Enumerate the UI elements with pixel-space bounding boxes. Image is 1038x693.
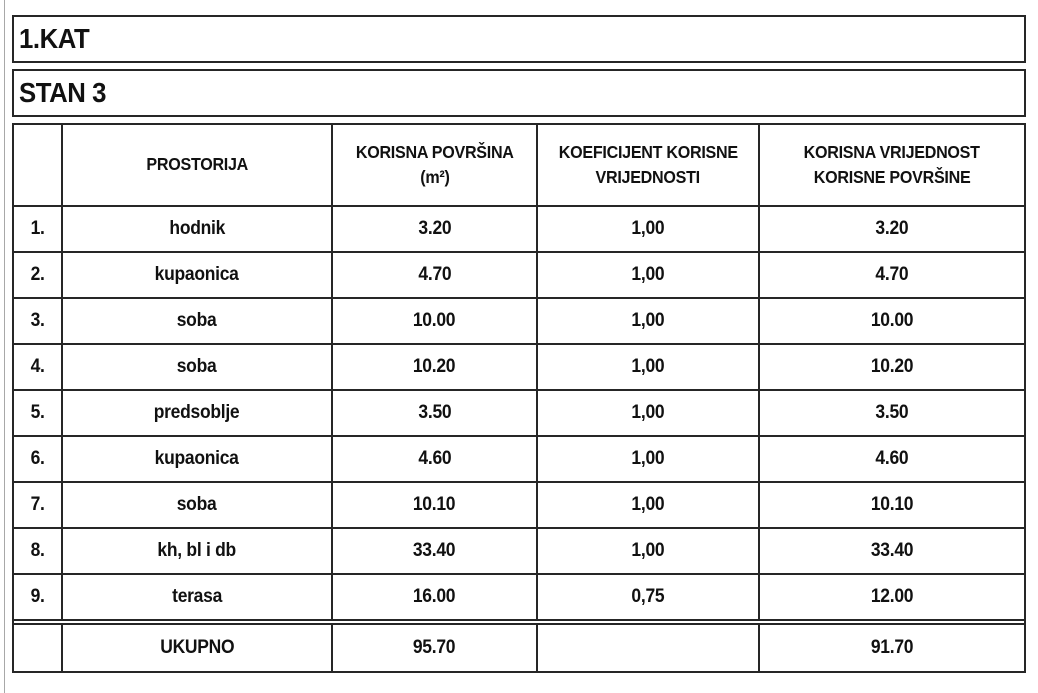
- coef-value: 1,00: [536, 391, 758, 435]
- total-index: [14, 625, 61, 671]
- room-name: kupaonica: [61, 253, 331, 297]
- total-coef-value: [536, 625, 758, 671]
- room-name: kupaonica: [61, 437, 331, 481]
- row-index: 5.: [30, 402, 45, 423]
- room-name: terasa: [61, 575, 331, 619]
- table-row: 2. kupaonica 4.70 1,00 4.70: [14, 251, 1024, 297]
- table-row: 4. soba 10.20 1,00 10.20: [14, 343, 1024, 389]
- row-index: 2.: [30, 264, 45, 285]
- coef-value: 1,00: [536, 437, 758, 481]
- table-row: 9. terasa 16.00 0,75 12.00: [14, 573, 1024, 619]
- header-coefficient: KOEFICIJENT KORISNE VRIJEDNOSTI: [536, 125, 758, 205]
- area-value: 10.20: [331, 345, 536, 389]
- row-index: 4.: [30, 356, 45, 377]
- header-area: KORISNA POVRŠINA (m²): [331, 125, 536, 205]
- useful-value: 10.20: [758, 345, 1024, 389]
- table-total-row: UKUPNO 95.70 91.70: [14, 619, 1024, 671]
- table-header-row: PROSTORIJA KORISNA POVRŠINA (m²) KOEFICI…: [14, 125, 1024, 205]
- area-value: 4.70: [331, 253, 536, 297]
- area-value: 3.50: [331, 391, 536, 435]
- table-row: 1. hodnik 3.20 1,00 3.20: [14, 205, 1024, 251]
- unit-title-band: STAN 3: [12, 69, 1026, 117]
- room-name: predsoblje: [61, 391, 331, 435]
- row-index: 3.: [30, 310, 45, 331]
- total-useful-value: 91.70: [758, 625, 1024, 671]
- unit-title: STAN 3: [19, 77, 106, 108]
- useful-value: 33.40: [758, 529, 1024, 573]
- total-label: UKUPNO: [61, 625, 331, 671]
- header-index: [14, 125, 61, 205]
- room-name: hodnik: [61, 207, 331, 251]
- area-value: 33.40: [331, 529, 536, 573]
- coef-value: 1,00: [536, 345, 758, 389]
- room-name: kh, bl i db: [61, 529, 331, 573]
- room-name: soba: [61, 483, 331, 527]
- row-index: 9.: [30, 586, 45, 607]
- total-area-value: 95.70: [331, 625, 536, 671]
- table-row: 8. kh, bl i db 33.40 1,00 33.40: [14, 527, 1024, 573]
- header-useful-value: KORISNA VRIJEDNOST KORISNE POVRŠINE: [758, 125, 1024, 205]
- table-row: 5. predsoblje 3.50 1,00 3.50: [14, 389, 1024, 435]
- room-name: soba: [61, 345, 331, 389]
- coef-value: 1,00: [536, 529, 758, 573]
- useful-value: 12.00: [758, 575, 1024, 619]
- floor-title-band: 1.KAT: [12, 15, 1026, 63]
- row-index: 6.: [30, 448, 45, 469]
- area-value: 3.20: [331, 207, 536, 251]
- table-row: 3. soba 10.00 1,00 10.00: [14, 297, 1024, 343]
- area-value: 10.10: [331, 483, 536, 527]
- area-value: 4.60: [331, 437, 536, 481]
- area-value: 16.00: [331, 575, 536, 619]
- coef-value: 1,00: [536, 207, 758, 251]
- useful-value: 4.60: [758, 437, 1024, 481]
- row-index: 1.: [30, 218, 45, 239]
- page-frame-line: [4, 0, 5, 693]
- header-room: PROSTORIJA: [61, 125, 331, 205]
- useful-value: 10.00: [758, 299, 1024, 343]
- row-index: 7.: [30, 494, 45, 515]
- useful-value: 4.70: [758, 253, 1024, 297]
- rooms-table: PROSTORIJA KORISNA POVRŠINA (m²) KOEFICI…: [12, 123, 1026, 673]
- useful-value: 3.50: [758, 391, 1024, 435]
- useful-value: 3.20: [758, 207, 1024, 251]
- row-index: 8.: [30, 540, 45, 561]
- area-calculation-document: 1.KAT STAN 3 PROSTORIJA KORISNA POVRŠINA…: [12, 15, 1026, 673]
- area-value: 10.00: [331, 299, 536, 343]
- table-row: 6. kupaonica 4.60 1,00 4.60: [14, 435, 1024, 481]
- room-name: soba: [61, 299, 331, 343]
- coef-value: 1,00: [536, 253, 758, 297]
- floor-title: 1.KAT: [19, 23, 90, 54]
- table-row: 7. soba 10.10 1,00 10.10: [14, 481, 1024, 527]
- coef-value: 1,00: [536, 483, 758, 527]
- useful-value: 10.10: [758, 483, 1024, 527]
- coef-value: 1,00: [536, 299, 758, 343]
- coef-value: 0,75: [536, 575, 758, 619]
